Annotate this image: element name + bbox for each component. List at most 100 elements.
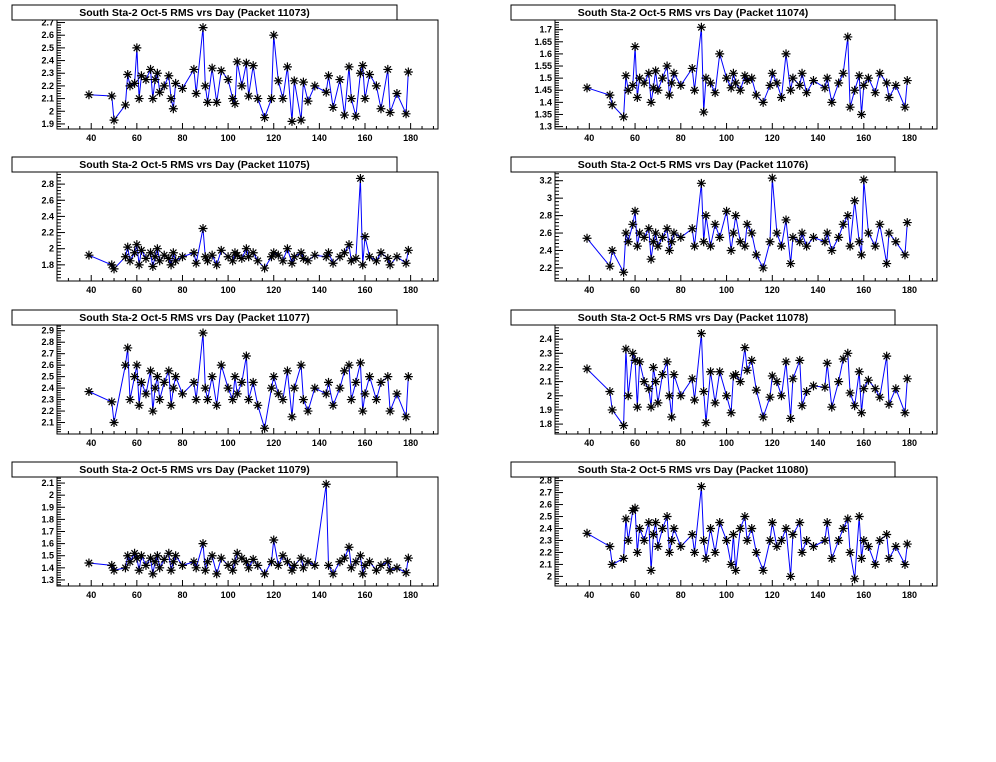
data-point-marker: [273, 389, 283, 399]
data-point-marker: [287, 258, 297, 268]
data-point-marker: [150, 75, 160, 85]
data-point-marker: [715, 518, 725, 528]
data-point-marker: [152, 551, 162, 561]
x-tick-label: 40: [86, 590, 96, 600]
data-point-marker: [854, 237, 864, 247]
data-point-marker: [758, 97, 768, 107]
data-point-marker: [701, 418, 711, 428]
chart-panel: 40 60 80 100 120 140 160 180 1.8 1.9 2 2.1 2.2 2.3 2.4…: [510, 309, 938, 448]
series-line: [586, 486, 908, 579]
data-point-marker: [619, 112, 629, 122]
data-point-marker: [635, 357, 645, 367]
data-point-marker: [289, 76, 299, 86]
data-point-marker: [797, 547, 807, 557]
data-point-marker: [619, 267, 629, 277]
data-point-marker: [159, 554, 169, 564]
x-tick-label: 100: [221, 133, 236, 143]
data-point-marker: [282, 244, 292, 254]
data-point-marker: [207, 63, 217, 73]
data-point-marker: [198, 539, 208, 549]
data-point-marker: [198, 224, 208, 234]
data-point-marker: [403, 553, 413, 563]
data-point-marker: [870, 384, 880, 394]
data-point-marker: [392, 252, 402, 262]
x-tick-label: 140: [312, 438, 327, 448]
data-point-marker: [230, 372, 240, 382]
data-point-marker: [776, 93, 786, 103]
data-point-marker: [125, 81, 135, 91]
chart-panel: 40 60 80 100 120 140 160 180 2 2.1 2.2 2.32.4 2.5 2.6…: [510, 461, 938, 600]
data-point-marker: [843, 32, 853, 42]
data-point-marker: [891, 237, 901, 247]
x-tick-label: 60: [630, 438, 640, 448]
data-point-marker: [646, 565, 656, 575]
data-point-marker: [582, 233, 592, 243]
data-point-marker: [401, 412, 411, 422]
data-point-marker: [735, 524, 745, 534]
data-point-marker: [696, 482, 706, 492]
data-point-marker: [767, 68, 777, 78]
data-point-marker: [747, 524, 757, 534]
data-point-marker: [788, 73, 798, 83]
data-point-marker: [747, 73, 757, 83]
data-point-marker: [230, 99, 240, 109]
data-point-marker: [212, 569, 222, 579]
data-point-marker: [177, 389, 187, 399]
data-point-marker: [189, 64, 199, 74]
data-point-marker: [355, 358, 365, 368]
data-point-marker: [667, 535, 677, 545]
data-point-marker: [84, 90, 94, 100]
data-point-marker: [164, 366, 174, 376]
data-point-marker: [244, 395, 254, 405]
y-tick-label: 1.3: [41, 575, 54, 585]
data-point-marker: [834, 232, 844, 242]
data-point-marker: [273, 250, 283, 260]
data-point-marker: [371, 565, 381, 575]
data-point-marker: [902, 539, 912, 549]
chart-panel: 40 60 80 100 120 140 160 180 2.2 2.4 2.6 2.8 3 3.2 Sou…: [510, 156, 938, 295]
y-tick-label: 2: [547, 391, 552, 401]
data-point-marker: [155, 87, 165, 97]
data-point-marker: [189, 557, 199, 567]
y-tick-label: 2.8: [41, 179, 54, 189]
data-point-marker: [148, 261, 158, 271]
x-tick-label: 120: [765, 133, 780, 143]
data-point-marker: [788, 374, 798, 384]
data-point-marker: [653, 398, 663, 408]
data-point-marker: [152, 244, 162, 254]
data-point-marker: [84, 250, 94, 260]
y-tick-label: 2.9: [41, 326, 54, 336]
data-point-marker: [200, 383, 210, 393]
data-point-marker: [870, 241, 880, 251]
data-point-marker: [651, 66, 661, 76]
data-point-marker: [109, 565, 119, 575]
data-point-marker: [722, 206, 732, 216]
chart-panel: 40 60 80 100 120 140 160 180 1.9 2 2.1 2.2 2.3 2.4 2.5…: [11, 4, 439, 143]
data-point-marker: [632, 547, 642, 557]
y-tick-label: 1.6: [41, 539, 54, 549]
data-point-marker: [726, 83, 736, 93]
data-point-marker: [376, 104, 386, 114]
data-point-marker: [166, 565, 176, 575]
data-point-marker: [772, 541, 782, 551]
data-point-marker: [150, 557, 160, 567]
data-point-marker: [621, 71, 631, 81]
data-point-marker: [198, 23, 208, 33]
data-point-marker: [863, 228, 873, 238]
data-point-marker: [742, 535, 752, 545]
data-point-marker: [900, 250, 910, 260]
data-point-marker: [834, 78, 844, 88]
data-point-marker: [687, 224, 697, 234]
data-point-marker: [155, 395, 165, 405]
data-point-marker: [358, 61, 368, 71]
data-point-marker: [365, 252, 375, 262]
data-point-marker: [328, 102, 338, 112]
chart-panel: 40 60 80 100 120 140 160 180 1.8 2 2.2 2.4 2.6 2.8 Sou…: [11, 156, 439, 295]
data-point-marker: [241, 351, 251, 361]
x-tick-label: 180: [403, 133, 418, 143]
data-point-marker: [776, 241, 786, 251]
data-point-marker: [148, 569, 158, 579]
data-point-marker: [148, 406, 158, 416]
data-point-marker: [346, 563, 356, 573]
data-point-marker: [726, 245, 736, 255]
